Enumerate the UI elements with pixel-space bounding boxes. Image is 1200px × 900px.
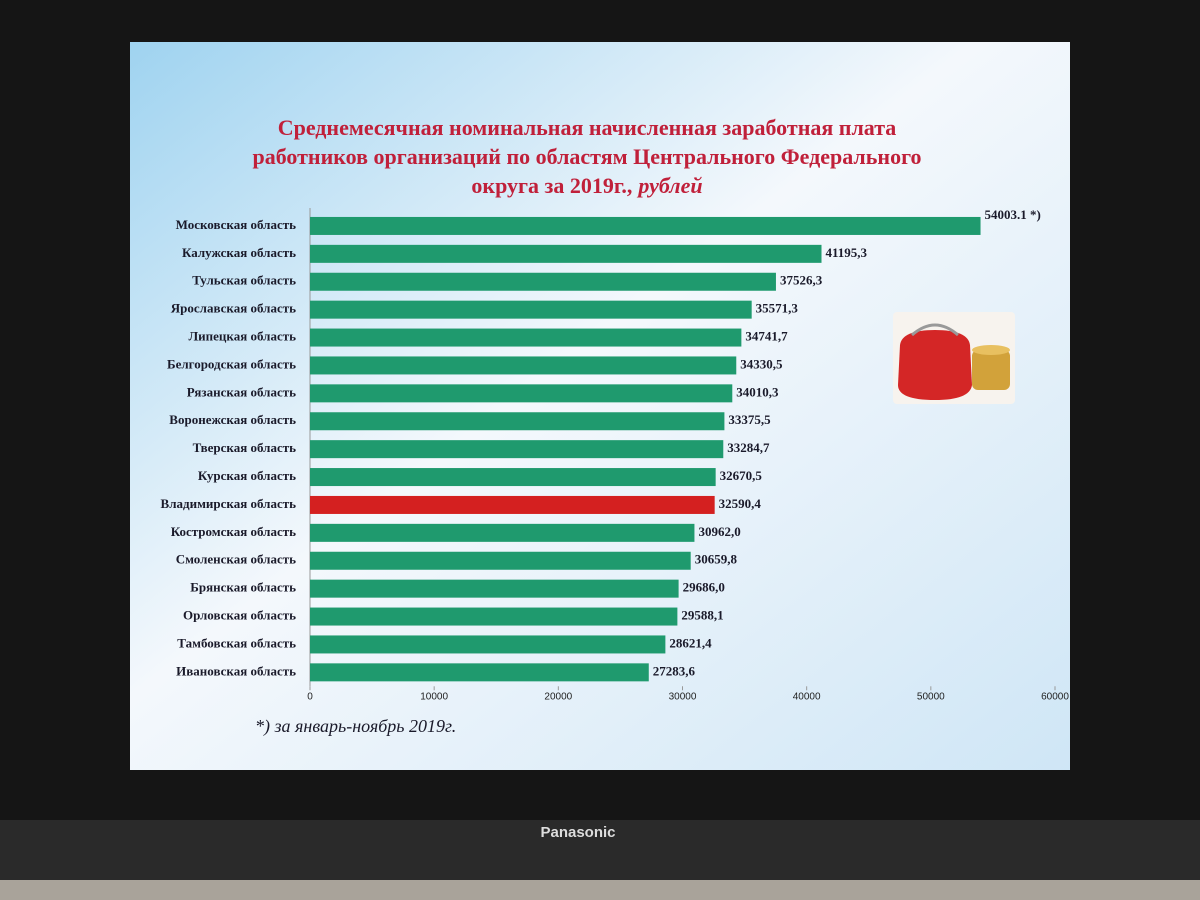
- x-tick-label: 20000: [544, 692, 572, 703]
- category-label: Смоленская область: [176, 552, 296, 567]
- category-label: Липецкая область: [188, 329, 296, 344]
- bar: [310, 551, 691, 570]
- bar: [310, 523, 695, 542]
- category-label: Курская область: [198, 468, 296, 483]
- bar: [310, 356, 737, 375]
- value-label: 34010,3: [736, 384, 779, 399]
- value-label: 33375,5: [728, 412, 771, 427]
- title-line: округа за 2019г., рублей: [471, 173, 702, 198]
- category-label: Брянская область: [190, 580, 296, 595]
- bar: [310, 495, 715, 514]
- value-label: 29686,0: [683, 580, 725, 595]
- footnote: *) за январь-ноябрь 2019г.: [255, 716, 456, 737]
- value-label: 41195,3: [826, 245, 868, 260]
- bar: [310, 468, 716, 487]
- value-label: 37526,3: [780, 273, 823, 288]
- bar: [310, 607, 678, 626]
- x-tick-label: 10000: [420, 692, 448, 703]
- bar: [310, 579, 679, 598]
- value-label: 33284,7: [727, 440, 770, 455]
- value-label: 27283,6: [653, 663, 696, 678]
- value-label: 30962,0: [698, 524, 740, 539]
- bar: [310, 272, 776, 291]
- category-label: Тверская область: [193, 440, 297, 455]
- bar: [310, 244, 822, 263]
- bar: [310, 440, 724, 459]
- brand: Panasonic: [540, 824, 615, 841]
- category-label: Воронежская область: [169, 412, 296, 427]
- x-tick-label: 0: [307, 692, 313, 703]
- bar: [310, 663, 649, 682]
- bar: [310, 328, 742, 347]
- category-label: Тульская область: [192, 273, 296, 288]
- plot: Среднемесячная номинальная начисленная з…: [161, 115, 1070, 737]
- bar: [310, 300, 752, 319]
- x-tick-label: 50000: [917, 692, 945, 703]
- value-label: 35571,3: [756, 301, 799, 316]
- x-tick-label: 40000: [793, 692, 821, 703]
- value-label: 32670,5: [720, 468, 763, 483]
- x-tick-label: 30000: [669, 692, 697, 703]
- category-label: Костромская область: [171, 524, 296, 539]
- value-label: 32590,4: [719, 496, 762, 511]
- bar: [310, 635, 666, 654]
- bar: [310, 216, 981, 235]
- bar: [310, 384, 733, 403]
- category-label: Тамбовская область: [177, 635, 296, 650]
- category-label: Рязанская область: [187, 384, 296, 399]
- x-tick-label: 60000: [1041, 692, 1069, 703]
- category-label: Белгородская область: [167, 356, 296, 371]
- wall: [0, 880, 1200, 900]
- category-label: Ивановская область: [176, 663, 296, 678]
- title-text: округа за 2019г.,: [471, 173, 632, 198]
- bar: [310, 412, 725, 431]
- value-label: 29588,1: [681, 608, 723, 623]
- category-label: Владимирская область: [161, 496, 297, 511]
- category-label: Калужская область: [182, 245, 296, 260]
- title-line: работников организаций по областям Центр…: [252, 144, 921, 169]
- category-label: Орловская область: [183, 608, 296, 623]
- value-label: 30659,8: [695, 552, 738, 567]
- category-label: Ярославская область: [171, 301, 296, 316]
- purse-icon: [893, 312, 1015, 404]
- title-line: Среднемесячная номинальная начисленная з…: [278, 115, 897, 140]
- value-label: 34330,5: [740, 356, 783, 371]
- category-label: Московская область: [176, 217, 297, 232]
- title-unit: рублей: [636, 173, 702, 198]
- value-label: 34741,7: [745, 329, 788, 344]
- value-label: 28621,4: [669, 635, 712, 650]
- value-label: 54003.1 *): [985, 207, 1041, 222]
